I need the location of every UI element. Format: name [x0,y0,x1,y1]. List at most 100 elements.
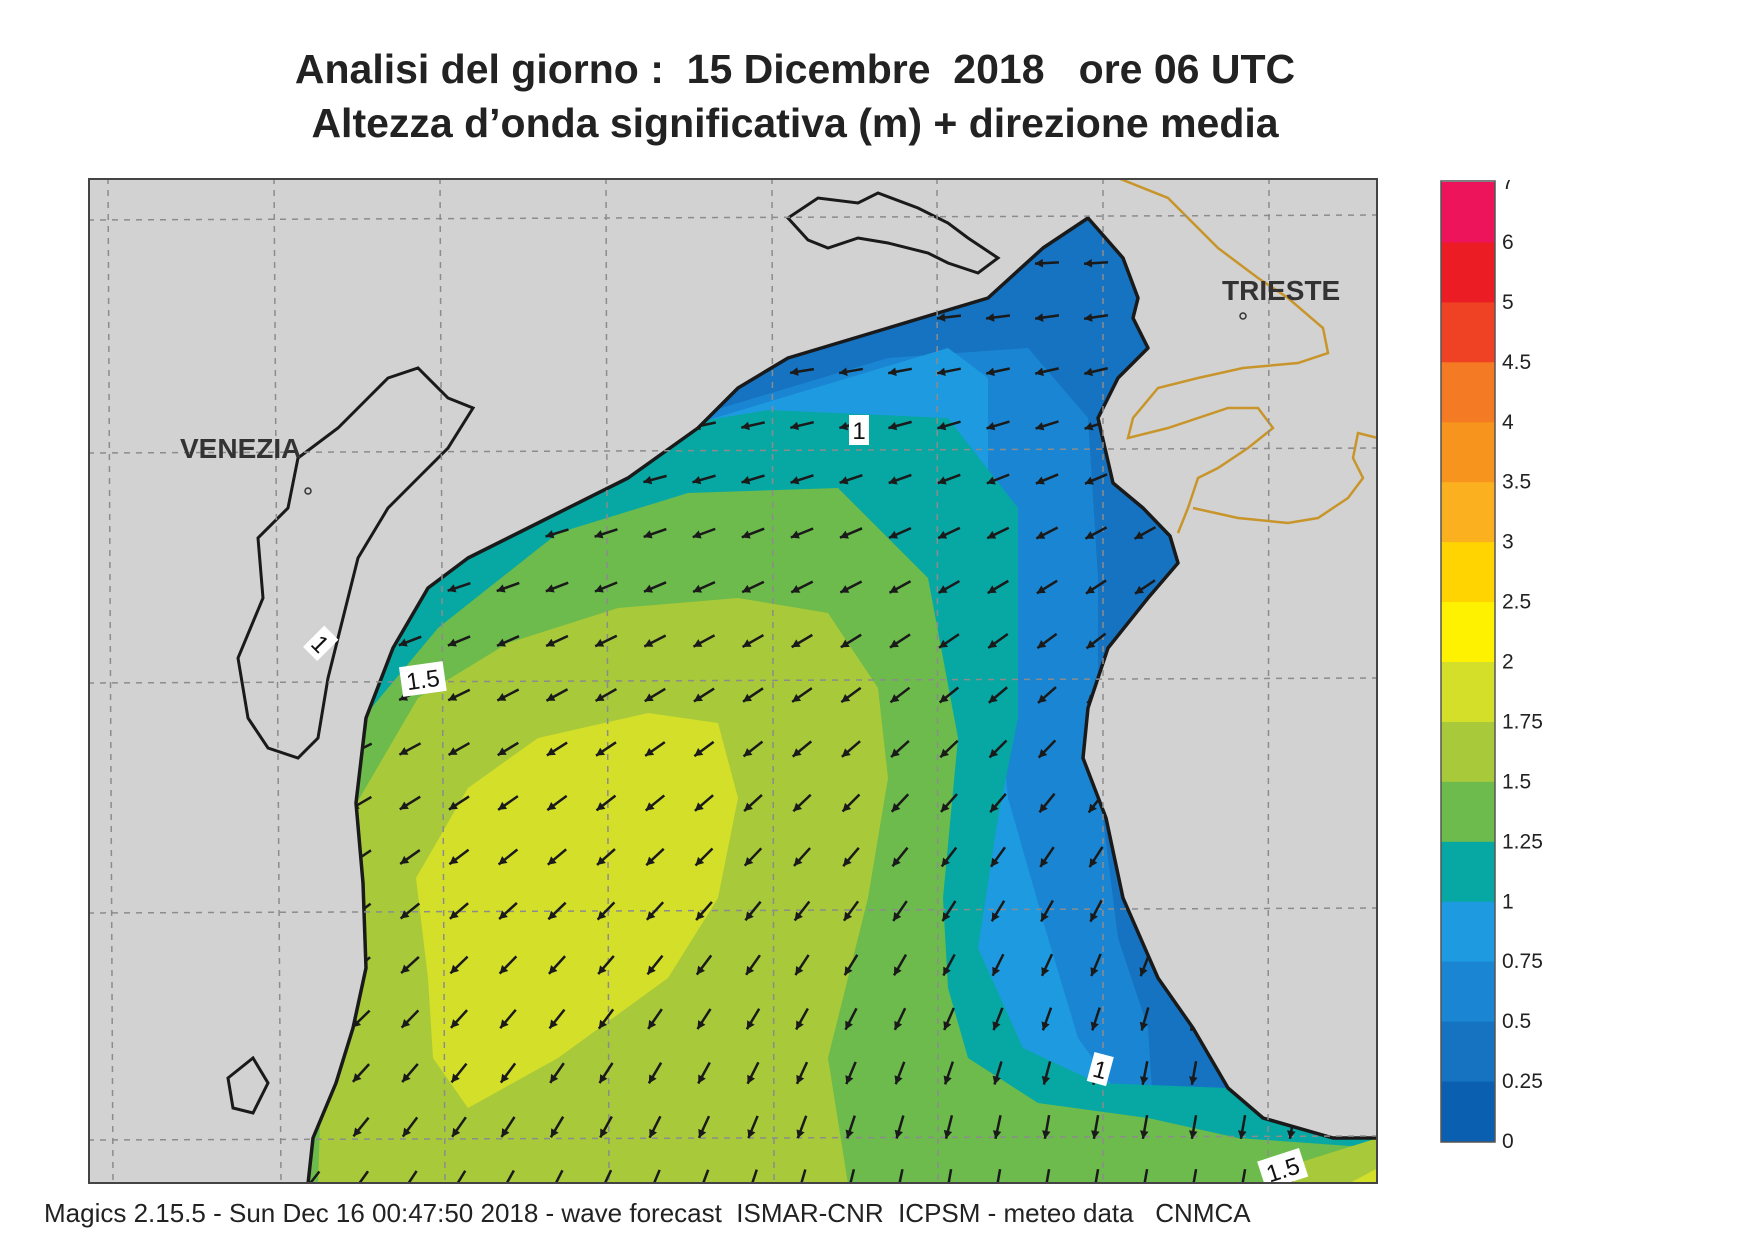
wave-arrow [501,1169,515,1184]
legend-band [1441,1081,1495,1142]
wave-arrow [447,635,471,647]
legend-band [1441,601,1495,662]
wave-arrow [692,634,716,648]
wave-arrow [989,793,1007,813]
wave-arrow [450,1009,468,1029]
wave-arrow [449,902,469,920]
contour-label-d: 1 [1086,1051,1114,1087]
wave-arrow [598,1062,614,1084]
legend-band [1441,301,1495,363]
wave-arrow [447,688,471,702]
wave-arrow [546,741,568,757]
legend-band [1441,721,1495,782]
legend-tick-label: 1.75 [1502,710,1543,733]
wave-arrow [746,1061,760,1085]
wave-arrow [795,1061,809,1085]
wave-arrow [938,633,960,649]
wave-arrow [498,902,518,920]
wave-arrow [891,846,909,868]
wave-arrow [890,793,910,813]
wave-arrow [840,686,862,704]
wave-arrow [741,421,765,431]
wave-arrow [548,955,566,975]
wave-arrow [986,526,1010,540]
wave-arrow [497,848,519,866]
wave-arrow [594,528,618,539]
wave-arrow [644,687,666,703]
wave-arrow [400,1009,420,1029]
wave-arrow [499,1009,517,1029]
wave-arrow [402,1170,418,1184]
wave-arrow [987,633,1009,649]
wave-arrow [789,367,815,376]
wave-arrow [791,633,813,649]
wave-arrow [842,847,860,867]
wave-arrow [896,1168,904,1184]
wave-arrow [697,1115,711,1139]
wave-arrow [888,420,912,431]
wave-arrow [1139,953,1151,977]
wave-arrow [644,741,666,757]
wave-arrow [1238,1114,1247,1140]
city-label-trieste: TRIESTE [1222,275,1340,306]
wave-arrow [992,1061,1003,1085]
wave-arrow [599,1169,613,1184]
wave-arrow [936,313,962,322]
wave-arrow [643,634,667,648]
wave-arrow [992,1115,1002,1139]
legend-tick-label: 4 [1502,411,1514,434]
wave-arrow [1088,846,1104,868]
wave-arrow [986,420,1010,431]
wave-arrow [1085,632,1107,650]
wave-arrow [597,1008,615,1030]
wave-arrow [793,900,811,922]
wave-arrow [1040,899,1054,923]
city-marker-venezia [304,487,312,495]
island-south [226,1055,270,1115]
wave-arrow [1034,313,1060,322]
legend-tick-label: 1.5 [1502,770,1531,793]
band-175-2 [416,713,1378,1184]
wave-arrow [936,367,962,377]
wave-arrow [1090,953,1102,977]
wave-height-map: 1 1 1.5 1 1.5 VENEZIA TRIESTE [88,178,1378,1184]
wave-arrow [941,900,957,922]
wave-arrow [1040,953,1054,977]
wave-arrow [791,687,813,703]
wave-arrow [697,1061,711,1085]
wave-arrow [988,739,1008,759]
legend-band [1441,241,1495,303]
wave-arrow [844,1007,858,1031]
wave-arrow [500,1116,516,1138]
wave-arrow [497,741,519,757]
wave-arrow [694,794,714,812]
wave-arrow [1035,420,1059,431]
legend-tick-label: 0.25 [1502,1070,1543,1093]
legend-tick-label: 1.25 [1502,830,1543,853]
wave-arrow [596,901,616,921]
wave-arrow [498,955,518,975]
wave-arrow [744,900,762,922]
wave-arrow [894,1115,905,1139]
wave-arrow [745,1008,761,1030]
wave-arrow [892,900,908,922]
legend-band [1441,421,1495,483]
legend-tick-label: 1 [1502,890,1514,913]
wave-arrow [451,1116,467,1138]
wave-arrow [351,1009,371,1029]
wave-arrow [794,954,810,976]
wave-arrow [888,580,912,594]
wave-arrow [399,849,421,865]
legend-bands [1441,182,1495,1142]
wave-arrow [790,527,814,539]
city-label-venezia: VENEZIA [180,433,301,464]
wave-arrow [352,1116,370,1138]
wave-arrow [644,794,666,812]
wave-arrow [841,740,861,758]
wave-arrow [398,742,422,756]
legend-band [1441,1021,1495,1082]
wave-arrow [596,848,616,866]
wave-arrow [1139,1007,1150,1031]
contour-label-text: 1 [852,418,865,445]
map-subtitle: Altezza d’onda significativa (m) + direz… [311,100,1279,146]
